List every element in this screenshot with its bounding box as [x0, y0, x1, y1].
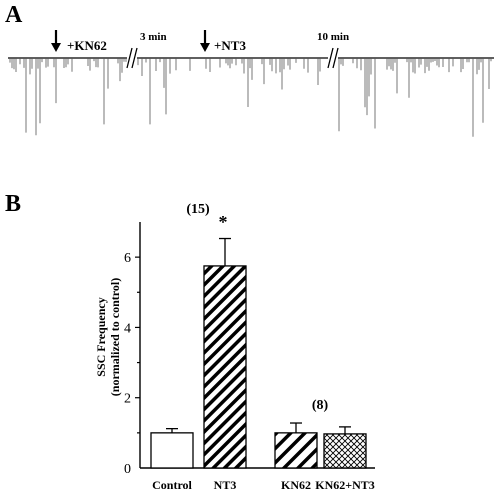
chart-axes — [135, 222, 375, 469]
y-tick-label: 4 — [124, 321, 131, 336]
y-tick-label: 0 — [124, 462, 131, 477]
panel-b: B SSC Frequency (normalized to control) … — [5, 191, 375, 492]
chart-category-labels: Control NT3 KN62 KN62+NT3 — [152, 478, 375, 492]
category-label: Control — [152, 478, 192, 492]
y-axis-title-line1: SSC Frequency — [94, 297, 108, 376]
panel-a: A +KN62 3 min +NT3 10 min — [5, 2, 494, 137]
y-tick-label: 2 — [124, 392, 131, 407]
panel-b-letter: B — [5, 191, 21, 217]
n-annotation-left: (15) — [186, 202, 210, 217]
gap1-label: 3 min — [140, 31, 167, 43]
category-label: KN62 — [281, 478, 311, 492]
nt3-label: +NT3 — [214, 38, 246, 53]
y-axis-title-line2: (normalized to control) — [108, 278, 122, 396]
y-tick-label: 6 — [124, 251, 131, 266]
time-break-2-icon — [327, 47, 339, 69]
bar-control — [150, 432, 194, 469]
n-annotation-right: (8) — [312, 398, 329, 413]
chart-tick-labels: 0 2 4 6 — [124, 251, 131, 477]
current-trace — [8, 47, 494, 137]
kn62-label: +KN62 — [67, 38, 107, 53]
time-break-1-icon — [126, 47, 138, 69]
bar-nt3 — [203, 265, 247, 469]
gap2-label: 10 min — [317, 31, 349, 43]
nt3-arrow-icon — [200, 30, 210, 52]
panel-a-letter: A — [5, 2, 23, 28]
significance-asterisk: * — [219, 212, 228, 232]
category-label: KN62+NT3 — [315, 478, 375, 492]
chart-bars — [150, 237, 367, 469]
bar-kn62-nt3 — [323, 433, 367, 469]
kn62-arrow-icon — [51, 30, 61, 52]
bar-kn62 — [274, 432, 318, 469]
category-label: NT3 — [214, 478, 237, 492]
